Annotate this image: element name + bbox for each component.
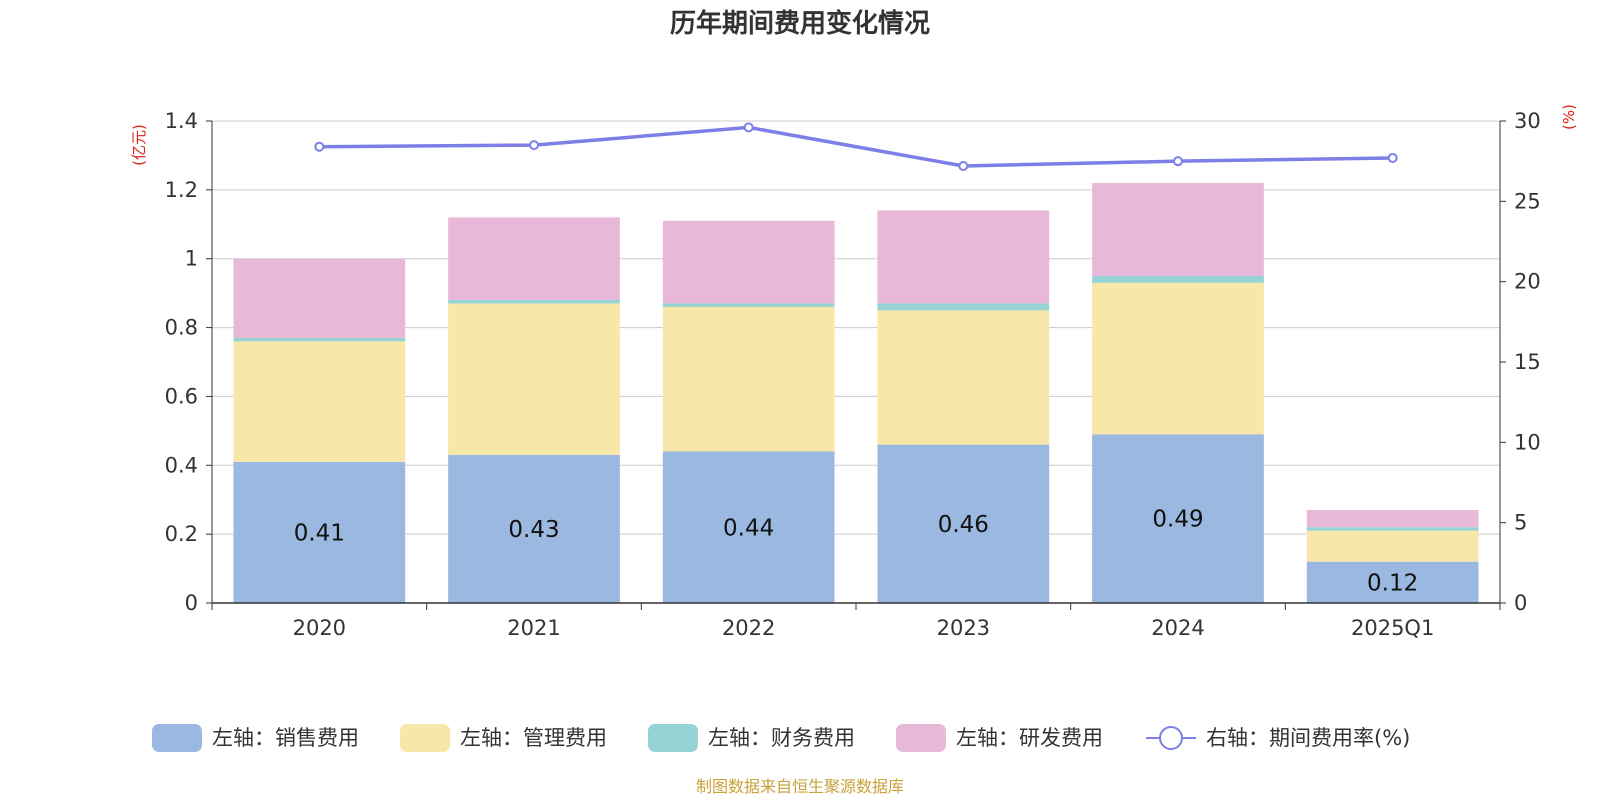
data-label: 0.12 (1367, 570, 1418, 596)
legend-swatch (896, 724, 946, 752)
bar-segment (877, 303, 1050, 311)
rate-line (314, 122, 1398, 171)
left-tick-label: 0.2 (165, 522, 198, 546)
chart-title: 历年期间费用变化情况 (670, 8, 930, 39)
bars (233, 182, 1479, 603)
rate-point (743, 122, 754, 133)
bar-segment (1306, 561, 1479, 603)
x-tick-label: 2023 (937, 616, 990, 640)
rate-line-path (319, 125, 1393, 168)
grid (212, 120, 1500, 535)
data-label: 0.44 (723, 515, 774, 541)
rate-point (1173, 156, 1183, 167)
left-axis-unit: (亿元) (130, 124, 148, 166)
bar-segment (448, 217, 620, 301)
bar-segment (1092, 434, 1264, 603)
data-label: 0.41 (294, 520, 345, 546)
right-tick-label: 10 (1514, 430, 1541, 454)
right-tick-label: 5 (1514, 511, 1527, 535)
right-tick-label: 25 (1514, 189, 1541, 213)
bar-segment (662, 303, 835, 307)
source-note: 制图数据来自恒生聚源数据库 (696, 777, 904, 796)
bar-segment (1092, 182, 1264, 276)
bar-segment (448, 454, 620, 603)
left-tick-label: 0.4 (165, 453, 198, 477)
rate-point (529, 140, 539, 151)
left-tick-label: 1.4 (165, 109, 198, 133)
bar-segment (1306, 530, 1479, 562)
bar-segment (877, 310, 1050, 445)
rate-point (958, 160, 969, 171)
x-tick-label: 2024 (1151, 616, 1204, 640)
right-tick-label: 0 (1514, 591, 1527, 615)
bar-segment (233, 258, 406, 338)
right-tick-label: 30 (1514, 109, 1541, 133)
x-tick-label: 2020 (293, 616, 346, 640)
left-tick-label: 0 (185, 591, 198, 615)
bar-segment (877, 444, 1050, 603)
bar-segment (1306, 527, 1479, 531)
legend-label: 左轴：财务费用 (708, 726, 855, 750)
bar-segment (233, 337, 406, 342)
right-tick-label: 15 (1514, 350, 1541, 374)
axes: 0 0.2 0.4 0.6 0.8 1 1.2 1.4 0 5 10 15 20 25 30 2020 2021… (165, 109, 1541, 640)
bar-segment (448, 303, 620, 455)
legend-label: 左轴：销售费用 (212, 726, 359, 750)
bar-segment (877, 210, 1050, 304)
bar-segment (662, 220, 835, 304)
bar-segment (1092, 275, 1264, 283)
data-label: 0.49 (1152, 507, 1203, 533)
bar-segment (662, 306, 835, 452)
legend: 左轴：销售费用 左轴：管理费用 左轴：财务费用 左轴：研发费用 右轴：期间费用率(%) (152, 724, 1410, 752)
legend-swatch (400, 724, 450, 752)
legend-swatch (648, 724, 698, 752)
bar-segment (662, 451, 835, 603)
data-label: 0.43 (508, 517, 559, 543)
bar-segment (448, 300, 620, 304)
left-tick-label: 1.2 (165, 178, 198, 202)
bar-segment (1306, 510, 1479, 528)
legend-label: 左轴：管理费用 (460, 726, 607, 750)
left-tick-label: 1 (185, 247, 198, 271)
bar-segment (1092, 282, 1264, 435)
right-tick-label: 20 (1514, 270, 1541, 294)
bar-segment (233, 461, 406, 603)
legend-label: 左轴：研发费用 (956, 726, 1103, 750)
data-labels: 0.41 0.43 0.44 0.46 0.49 0.12 (294, 507, 1419, 597)
x-tick-label: 2025Q1 (1351, 616, 1434, 640)
left-tick-label: 0.6 (165, 384, 198, 408)
x-tick-label: 2022 (722, 616, 775, 640)
left-tick-label: 0.8 (165, 316, 198, 340)
rate-point (314, 141, 325, 152)
legend-swatch (152, 724, 202, 752)
bar-segment (233, 341, 406, 462)
legend-marker (1159, 726, 1183, 750)
x-tick-label: 2021 (507, 616, 560, 640)
right-axis-unit: (%) (1560, 104, 1578, 130)
data-label: 0.46 (938, 512, 989, 538)
rate-point (1387, 152, 1398, 163)
legend-label: 右轴：期间费用率(%) (1206, 726, 1410, 750)
